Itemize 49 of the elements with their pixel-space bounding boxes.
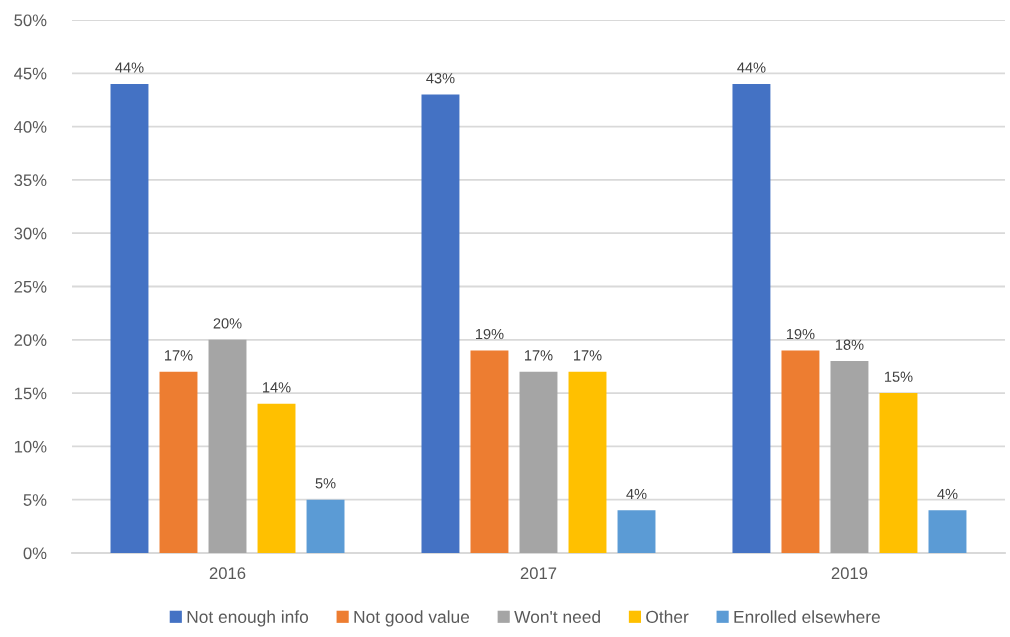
- y-tick-label: 20%: [14, 334, 47, 346]
- y-tick-label: 15%: [14, 387, 47, 400]
- data-label: 19%: [786, 328, 815, 340]
- data-label: 20%: [213, 318, 242, 329]
- bar: [257, 403, 296, 553]
- bar: [928, 510, 967, 553]
- legend-label: Won't need: [514, 610, 600, 624]
- bar: [519, 371, 558, 553]
- data-label: 4%: [937, 488, 958, 500]
- y-tick-label: 5%: [23, 494, 47, 506]
- y-tick-label: 0%: [23, 547, 47, 560]
- data-label: 4%: [626, 488, 647, 500]
- y-tick-label: 45%: [14, 67, 47, 80]
- legend-label: Not enough info: [187, 610, 309, 627]
- data-label: 17%: [525, 350, 553, 361]
- data-label: 18%: [835, 339, 864, 350]
- bar: [568, 371, 607, 553]
- data-label: 14%: [263, 382, 291, 393]
- x-tick-label: 2016: [209, 567, 246, 580]
- data-label: 17%: [165, 350, 193, 361]
- bar: [159, 371, 198, 553]
- data-label: 44%: [115, 62, 144, 73]
- bar: [830, 361, 869, 553]
- y-tick-label: 10%: [14, 440, 47, 453]
- y-tick-label: 25%: [14, 280, 47, 293]
- bar: [732, 83, 771, 553]
- bar: [208, 339, 247, 553]
- y-tick-label: 30%: [14, 227, 47, 240]
- data-label: 43%: [426, 73, 455, 84]
- data-label: 19%: [475, 328, 504, 340]
- bar: [110, 83, 149, 553]
- bar: [781, 350, 820, 553]
- x-tick-label: 2017: [520, 567, 557, 580]
- data-label: 17%: [574, 350, 602, 361]
- legend-label: Enrolled elsewhere: [734, 610, 880, 624]
- bar: [470, 350, 509, 553]
- y-tick-label: 35%: [14, 174, 47, 187]
- legend-label: Not good value: [354, 610, 470, 627]
- y-tick-label: 40%: [14, 121, 47, 133]
- y-tick-label: 50%: [14, 14, 47, 27]
- bar: [879, 393, 918, 553]
- data-label: 15%: [884, 371, 913, 382]
- bar: [306, 499, 345, 553]
- x-tick-label: 2019: [831, 567, 868, 580]
- bar: [421, 94, 460, 553]
- data-label: 5%: [315, 478, 336, 489]
- data-label: 44%: [737, 62, 766, 73]
- bar: [617, 510, 656, 553]
- legend-label: Other: [646, 610, 689, 624]
